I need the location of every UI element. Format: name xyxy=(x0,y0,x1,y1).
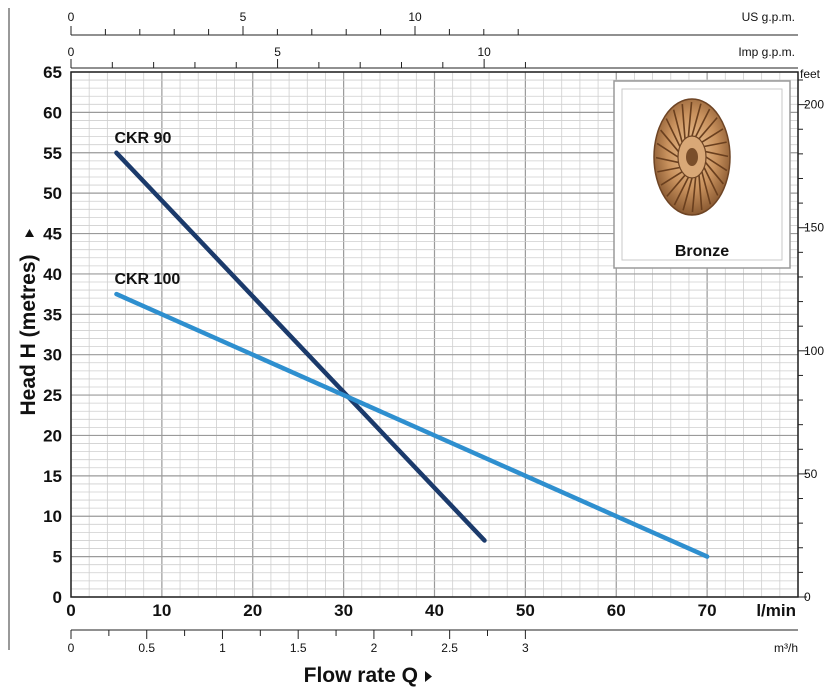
impeller-vane xyxy=(665,118,681,147)
feet-tick-label: 50 xyxy=(804,467,818,481)
secondary-tick-label: 10 xyxy=(477,45,491,59)
secondary-tick-label: 2 xyxy=(371,641,378,655)
feet-tick-label: 150 xyxy=(804,221,824,235)
inset-caption: Bronze xyxy=(675,243,729,260)
y-tick-label: 5 xyxy=(53,548,62,567)
impeller-vane xyxy=(705,156,728,172)
secondary-tick-label: 0 xyxy=(68,641,75,655)
impeller-vane xyxy=(701,128,724,143)
y-axis: 0 5 10 15 20 25 30 35 40 45 50 55 60 65 xyxy=(43,63,62,607)
us-gpm-unit-label: US g.p.m. xyxy=(742,10,795,24)
impeller-vane xyxy=(698,175,703,211)
bronze-impeller-icon xyxy=(653,98,731,216)
y-tick-label: 35 xyxy=(43,305,62,324)
x-tick-label: 40 xyxy=(425,601,444,620)
x-unit-label: l/min xyxy=(756,601,796,620)
secondary-tick-label: 10 xyxy=(408,10,422,24)
impeller-vane xyxy=(660,171,683,186)
y-tick-label: 30 xyxy=(43,346,62,365)
impeller-vane xyxy=(691,177,697,213)
impeller-vane xyxy=(655,156,679,164)
impeller-vane xyxy=(682,177,693,211)
y-axis-title: Head H (metres) xyxy=(17,254,40,415)
imp-gpm-unit-label: Imp g.p.m. xyxy=(738,45,795,59)
y-tick-label: 10 xyxy=(43,507,62,526)
y-tick-label: 40 xyxy=(43,265,62,284)
impeller-inset: Bronze xyxy=(613,80,791,269)
impeller-vane xyxy=(704,161,725,185)
secondary-tick-label: 0 xyxy=(68,10,75,24)
feet-axis: 50 100 150 200 0 xyxy=(797,72,824,604)
impeller-vane xyxy=(673,176,690,206)
y-tick-label: 15 xyxy=(43,467,62,486)
secondary-tick-label: 3 xyxy=(522,641,529,655)
series-label: CKR 100 xyxy=(114,271,180,288)
impeller-vane xyxy=(701,171,712,205)
secondary-tick-label: 5 xyxy=(274,45,281,59)
impeller-vane xyxy=(698,117,718,140)
impeller-vane xyxy=(657,166,681,173)
secondary-tick-label: 0 xyxy=(68,45,75,59)
impeller-vane xyxy=(691,103,702,137)
x-axis-arrow-icon xyxy=(425,671,432,682)
x-tick-label: 20 xyxy=(243,601,262,620)
secondary-tick-label: 1 xyxy=(219,641,226,655)
feet-tick-label: 100 xyxy=(804,344,824,358)
y-tick-label: 0 xyxy=(53,588,62,607)
secondary-tick-label: 1.5 xyxy=(290,641,307,655)
x-tick-label: 10 xyxy=(152,601,171,620)
y-tick-label: 55 xyxy=(43,144,62,163)
impeller-vane xyxy=(656,142,679,158)
y-tick-label: 50 xyxy=(43,184,62,203)
impeller-bore xyxy=(686,148,698,166)
x-tick-label: 70 xyxy=(698,601,717,620)
x-axis-title: Flow rate Q xyxy=(304,664,418,687)
impeller-vane xyxy=(694,108,711,138)
impeller-vane xyxy=(703,167,719,196)
impeller-vane xyxy=(672,109,683,143)
y-tick-label: 65 xyxy=(43,63,62,82)
x-tick-label: 0 xyxy=(66,601,75,620)
series-line xyxy=(114,150,487,543)
y-tick-label: 60 xyxy=(43,103,62,122)
impeller-vane xyxy=(681,103,686,139)
bottom-axes: 0 10 20 30 40 50 60 70 0 0.5 1 1.5 2 2.5 3 xyxy=(66,601,798,655)
x-tick-label: 60 xyxy=(607,601,626,620)
secondary-tick-label: 5 xyxy=(240,10,247,24)
impeller-vane xyxy=(703,141,727,148)
x-tick-label: 30 xyxy=(334,601,353,620)
series-line xyxy=(114,291,710,559)
feet-tick-label: 200 xyxy=(804,98,824,112)
secondary-tick-label: 0.5 xyxy=(138,641,155,655)
y-axis-arrow-icon xyxy=(25,229,34,237)
feet-unit-label: feet xyxy=(800,67,821,81)
secondary-tick-label: 2.5 xyxy=(441,641,458,655)
feet-tick-label: 0 xyxy=(804,590,811,604)
impeller-vane xyxy=(705,150,729,158)
impeller-vane xyxy=(666,174,686,197)
m3h-unit-label: m³/h xyxy=(774,641,798,655)
top-axes: 0 5 10 0 5 10 xyxy=(68,10,798,69)
impeller-vane xyxy=(659,129,680,153)
x-tick-label: 50 xyxy=(516,601,535,620)
y-tick-label: 45 xyxy=(43,225,62,244)
series-lines: CKR 90 CKR 100 xyxy=(114,130,710,559)
y-tick-label: 20 xyxy=(43,426,62,445)
impeller-vane xyxy=(687,101,693,137)
y-tick-label: 25 xyxy=(43,386,62,405)
series-label: CKR 90 xyxy=(114,130,171,147)
